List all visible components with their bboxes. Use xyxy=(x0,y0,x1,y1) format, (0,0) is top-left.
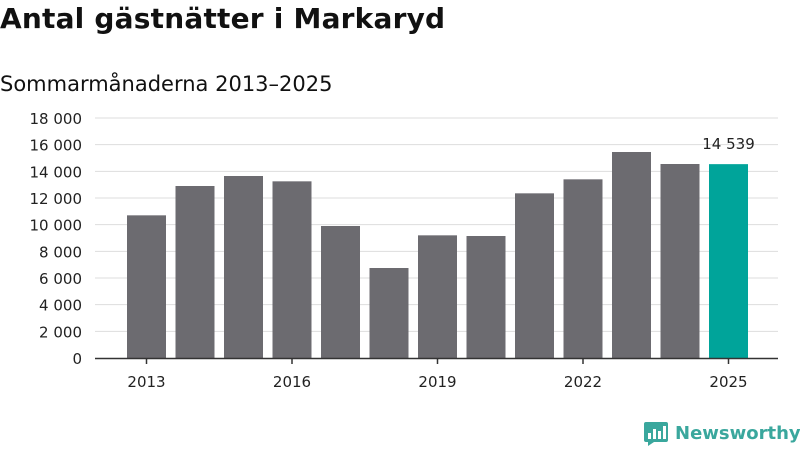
y-axis-tick-labels: 0 2 000 4 000 6 000 8 000 10 000 12 000 14 000 1… xyxy=(30,110,83,368)
y-tick-label: 8 000 xyxy=(39,243,82,261)
y-tick-label: 18 000 xyxy=(30,110,83,128)
bar-2021 xyxy=(515,193,554,358)
y-tick-label: 0 xyxy=(72,350,82,368)
newsworthy-logo-text: Newsworthy xyxy=(675,422,800,444)
y-tick-label: 10 000 xyxy=(30,217,83,235)
bar-2022 xyxy=(563,179,603,358)
bar-2025 xyxy=(709,164,748,358)
x-tick-label: 2016 xyxy=(273,373,311,391)
y-tick-label: 16 000 xyxy=(30,137,83,155)
x-axis-tick-labels: 2013 2016 2019 2022 2025 xyxy=(127,373,747,391)
x-tick-label: 2022 xyxy=(564,373,602,391)
bar-2020 xyxy=(466,236,506,358)
x-tick-label: 2025 xyxy=(709,373,747,391)
bar-2016 xyxy=(272,181,312,358)
bar-2014 xyxy=(175,186,215,358)
chart-title: Antal gästnätter i Markaryd xyxy=(0,2,446,35)
newsworthy-logo: Newsworthy xyxy=(643,420,800,446)
y-tick-label: 12 000 xyxy=(30,190,83,208)
bar-2013 xyxy=(127,215,166,358)
data-labels: 14 539 xyxy=(702,135,755,153)
y-tick-label: 4 000 xyxy=(39,297,82,315)
newsworthy-logo-icon xyxy=(644,422,668,446)
x-axis xyxy=(95,357,778,364)
bars xyxy=(127,152,748,358)
x-tick-label: 2019 xyxy=(418,373,456,391)
bar-2017 xyxy=(321,226,360,358)
y-tick-label: 14 000 xyxy=(30,163,83,181)
bar-2024 xyxy=(660,164,700,358)
bar-2018 xyxy=(369,268,409,358)
bar-2019 xyxy=(418,235,457,358)
bar-2015 xyxy=(224,176,263,358)
x-tick-label: 2013 xyxy=(127,373,165,391)
bar-2023 xyxy=(612,152,651,358)
y-tick-label: 2 000 xyxy=(39,323,82,341)
y-tick-label: 6 000 xyxy=(39,270,82,288)
data-label: 14 539 xyxy=(702,135,755,153)
chart-subtitle: Sommarmånaderna 2013–2025 xyxy=(0,72,333,96)
